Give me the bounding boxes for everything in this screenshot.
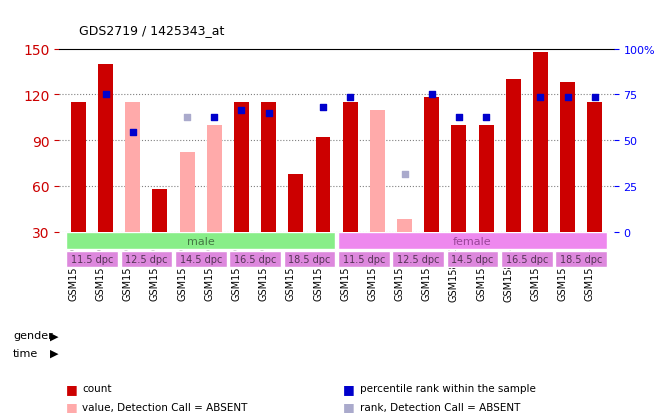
Text: 14.5 dpc: 14.5 dpc (180, 254, 222, 264)
Point (589, 95, 600, 102)
Text: ■: ■ (66, 382, 78, 395)
Bar (98, 65, 113, 232)
Bar (315, 138, 331, 232)
Text: male: male (187, 236, 214, 246)
Text: gender: gender (13, 330, 53, 340)
Point (535, 95, 546, 102)
Bar (451, 126, 467, 232)
Text: 16.5 dpc: 16.5 dpc (234, 254, 277, 264)
Text: ▶: ▶ (50, 330, 58, 340)
Point (426, 92, 437, 98)
FancyBboxPatch shape (66, 251, 118, 268)
FancyBboxPatch shape (284, 251, 335, 268)
FancyBboxPatch shape (66, 233, 335, 249)
FancyBboxPatch shape (338, 233, 607, 249)
Point (562, 95, 573, 102)
Text: 18.5 dpc: 18.5 dpc (560, 254, 603, 264)
Text: 18.5 dpc: 18.5 dpc (288, 254, 331, 264)
Text: ■: ■ (66, 400, 78, 413)
Bar (533, 52, 548, 232)
FancyBboxPatch shape (447, 251, 498, 268)
Bar (560, 83, 575, 232)
Text: rank, Detection Call = ABSENT: rank, Detection Call = ABSENT (360, 402, 520, 412)
Point (236, 107, 247, 114)
FancyBboxPatch shape (392, 251, 444, 268)
Point (209, 115, 220, 121)
Bar (506, 80, 521, 232)
Point (182, 115, 193, 121)
Bar (234, 103, 249, 232)
Bar (370, 110, 385, 232)
FancyBboxPatch shape (501, 251, 552, 268)
Point (100, 92, 111, 98)
Text: ■: ■ (343, 382, 355, 395)
Point (399, 171, 410, 178)
Point (480, 115, 491, 121)
Point (345, 95, 356, 102)
Text: ■: ■ (343, 400, 355, 413)
Bar (424, 98, 439, 232)
Bar (261, 103, 276, 232)
Text: percentile rank within the sample: percentile rank within the sample (360, 383, 535, 393)
Point (453, 115, 464, 121)
Text: GDS2719 / 1425343_at: GDS2719 / 1425343_at (79, 24, 224, 37)
Text: 14.5 dpc: 14.5 dpc (451, 254, 494, 264)
FancyBboxPatch shape (555, 251, 607, 268)
Bar (587, 103, 603, 232)
Text: 16.5 dpc: 16.5 dpc (506, 254, 548, 264)
Text: female: female (453, 236, 492, 246)
Text: 11.5 dpc: 11.5 dpc (343, 254, 385, 264)
FancyBboxPatch shape (121, 251, 172, 268)
Bar (397, 220, 412, 232)
Bar (207, 126, 222, 232)
Point (127, 130, 138, 136)
Text: value, Detection Call = ABSENT: value, Detection Call = ABSENT (82, 402, 248, 412)
Text: 11.5 dpc: 11.5 dpc (71, 254, 114, 264)
Bar (288, 174, 304, 232)
Text: time: time (13, 348, 38, 358)
Bar (152, 190, 168, 232)
Bar (125, 103, 140, 232)
Bar (343, 103, 358, 232)
Text: count: count (82, 383, 112, 393)
Text: 12.5 dpc: 12.5 dpc (397, 254, 440, 264)
Bar (71, 103, 86, 232)
FancyBboxPatch shape (229, 251, 281, 268)
FancyBboxPatch shape (175, 251, 226, 268)
Bar (478, 126, 494, 232)
Text: ▶: ▶ (50, 348, 58, 358)
Text: 12.5 dpc: 12.5 dpc (125, 254, 168, 264)
FancyBboxPatch shape (338, 251, 389, 268)
Point (263, 110, 274, 117)
Bar (180, 153, 195, 232)
Point (317, 104, 328, 111)
